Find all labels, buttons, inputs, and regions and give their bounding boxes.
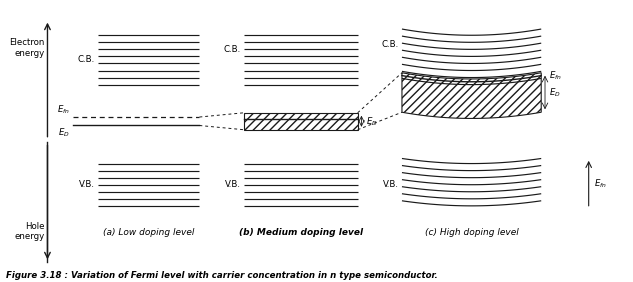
- Text: (b) Medium doping level: (b) Medium doping level: [239, 228, 363, 237]
- Polygon shape: [244, 113, 358, 130]
- Text: $E_{fn}$: $E_{fn}$: [57, 103, 70, 116]
- Text: $E_D$: $E_D$: [58, 126, 70, 139]
- Text: C.B.: C.B.: [223, 45, 241, 54]
- Text: V.B.: V.B.: [225, 180, 241, 189]
- Polygon shape: [402, 73, 541, 118]
- Text: C.B.: C.B.: [382, 40, 399, 49]
- Text: $E_{fn}$: $E_{fn}$: [549, 69, 561, 82]
- Text: $E_D$: $E_D$: [366, 115, 378, 127]
- Text: Electron
energy: Electron energy: [9, 38, 44, 58]
- Text: $E_D$: $E_D$: [549, 86, 561, 99]
- Text: V.B.: V.B.: [79, 180, 95, 189]
- Text: (a) Low doping level: (a) Low doping level: [103, 228, 194, 237]
- Text: (c) High doping level: (c) High doping level: [425, 228, 518, 237]
- Text: Hole
energy: Hole energy: [14, 222, 44, 241]
- Text: Figure 3.18 : Variation of Fermi level with carrier concentration in n type semi: Figure 3.18 : Variation of Fermi level w…: [6, 271, 438, 280]
- Text: $E_{fn}$: $E_{fn}$: [594, 177, 606, 190]
- Text: C.B.: C.B.: [78, 56, 95, 64]
- Text: V.B.: V.B.: [383, 180, 399, 189]
